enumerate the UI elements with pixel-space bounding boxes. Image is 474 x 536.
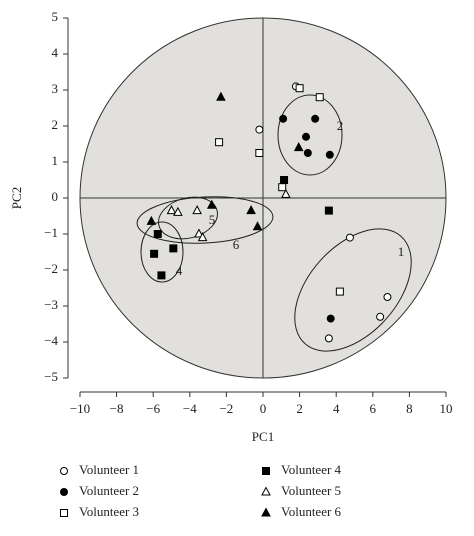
x-tick-label: 8 <box>406 401 413 416</box>
legend-label: Volunteer 3 <box>79 504 139 519</box>
legend-marker <box>60 488 68 496</box>
y-tick-label: −3 <box>44 297 58 312</box>
point <box>194 228 204 238</box>
point <box>326 314 335 323</box>
legend-marker <box>261 486 271 496</box>
y-tick-label: 5 <box>52 9 59 24</box>
y-tick-label: −4 <box>44 333 58 348</box>
point <box>302 132 311 141</box>
group-label: 4 <box>176 263 183 278</box>
point <box>153 230 162 238</box>
y-tick-label: −1 <box>44 225 58 240</box>
x-tick-label: 6 <box>370 401 377 416</box>
point <box>192 205 202 215</box>
point <box>303 149 312 157</box>
x-tick-label: 2 <box>296 401 303 416</box>
point <box>146 215 157 225</box>
point <box>278 183 287 192</box>
group-label: 2 <box>337 118 344 133</box>
point <box>206 199 217 209</box>
point <box>295 84 304 93</box>
x-tick-label: 0 <box>260 401 267 416</box>
point <box>324 206 333 215</box>
y-tick-label: 3 <box>52 81 59 96</box>
point <box>324 334 333 343</box>
x-tick-label: 10 <box>440 401 453 416</box>
point <box>376 312 385 321</box>
legend-label: Volunteer 6 <box>281 504 342 519</box>
group-label: 5 <box>209 212 216 227</box>
legend-marker <box>60 509 68 517</box>
y-axis-label: PC2 <box>9 187 24 209</box>
legend-marker <box>261 507 271 517</box>
group-ellipse <box>277 94 343 176</box>
legend-label: Volunteer 1 <box>79 462 139 477</box>
x-tick-label: −8 <box>110 401 124 416</box>
x-tick-label: −6 <box>146 401 160 416</box>
group-ellipse <box>140 221 184 283</box>
group-ellipse <box>294 228 412 352</box>
point <box>252 221 263 231</box>
legend-label: Volunteer 2 <box>79 483 139 498</box>
legend-marker <box>262 467 270 475</box>
point <box>255 125 264 134</box>
point <box>166 205 177 215</box>
point <box>215 138 224 147</box>
point <box>315 93 324 102</box>
point <box>216 91 226 101</box>
y-tick-label: 2 <box>52 117 59 132</box>
point <box>383 293 392 301</box>
point <box>157 271 166 280</box>
point <box>246 205 256 215</box>
x-axis-label: PC1 <box>252 429 274 444</box>
point <box>173 206 183 216</box>
x-tick-label: −10 <box>70 401 90 416</box>
x-tick-label: −2 <box>219 401 233 416</box>
group-ellipse <box>158 196 218 240</box>
point <box>169 244 178 253</box>
point <box>255 149 264 157</box>
point <box>311 114 320 123</box>
x-tick-label: −4 <box>183 401 197 416</box>
point <box>335 287 344 296</box>
x-tick-label: 4 <box>333 401 340 416</box>
point <box>150 249 159 258</box>
legend-marker <box>60 467 68 475</box>
point <box>281 188 291 198</box>
point <box>279 114 288 123</box>
group-label: 1 <box>398 244 405 259</box>
y-tick-label: −5 <box>44 369 58 384</box>
y-tick-label: −2 <box>44 261 58 276</box>
group-ellipse <box>136 196 274 244</box>
group-label: 6 <box>233 237 240 252</box>
legend-label: Volunteer 5 <box>281 483 341 498</box>
y-tick-label: 1 <box>52 153 59 168</box>
legend-label: Volunteer 4 <box>281 462 342 477</box>
point <box>197 232 208 242</box>
point <box>280 176 289 184</box>
point <box>293 142 304 152</box>
y-tick-label: 0 <box>52 189 59 204</box>
point <box>345 233 354 242</box>
point <box>325 150 334 159</box>
group-ellipses <box>136 94 412 352</box>
y-tick-label: 4 <box>52 45 59 60</box>
